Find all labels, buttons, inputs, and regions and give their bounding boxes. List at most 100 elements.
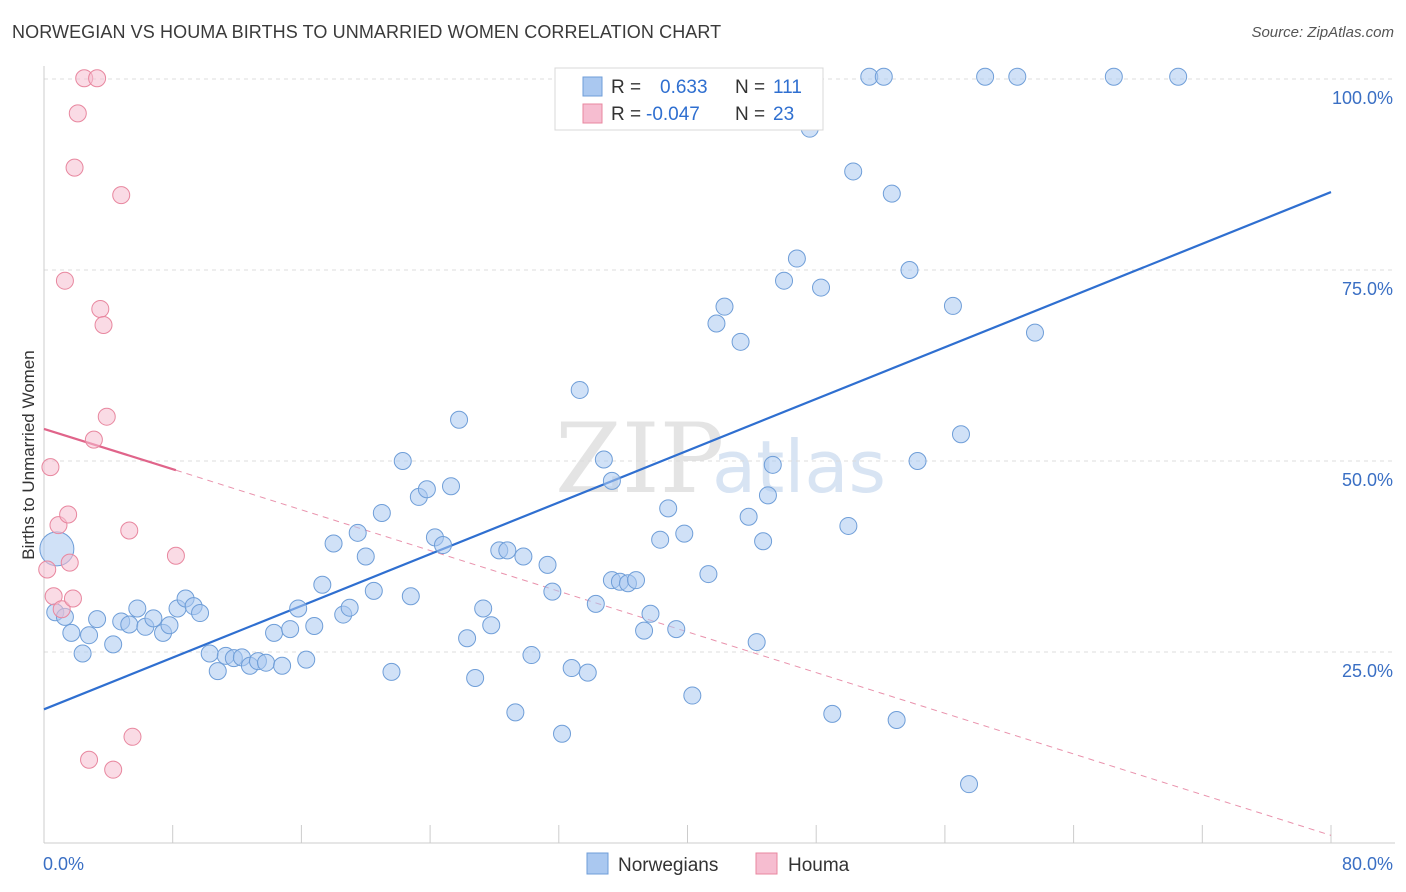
point-norwegians <box>273 656 292 675</box>
watermark-atlas: atlas <box>712 425 886 509</box>
stats-n-value-norwegians: 111 <box>773 77 802 98</box>
series-legend: Norwegians Houma <box>586 852 850 876</box>
point-norwegians <box>356 547 375 566</box>
point-norwegians <box>1104 67 1123 86</box>
point-norwegians <box>514 547 533 566</box>
point-norwegians <box>313 575 332 594</box>
series-houma <box>38 69 185 779</box>
point-norwegians <box>976 67 995 86</box>
legend-swatch-houma <box>755 852 778 875</box>
point-norwegians <box>265 623 284 642</box>
stats-legend-swatch-houma <box>582 103 603 124</box>
trend-line-houma <box>43 427 177 472</box>
point-norwegians <box>104 635 123 654</box>
stats-r-value-houma: -0.047 <box>646 104 700 125</box>
legend-label-norwegians: Norwegians <box>618 855 718 876</box>
point-norwegians <box>900 261 919 279</box>
point-houma <box>91 299 110 318</box>
stats-r-label-norwegians: R = <box>611 77 641 98</box>
point-norwegians <box>627 571 646 590</box>
point-norwegians <box>340 598 359 617</box>
point-norwegians <box>348 523 367 542</box>
point-norwegians <box>562 659 581 678</box>
point-houma <box>112 186 131 205</box>
point-norwegians <box>739 507 758 526</box>
trend-line-norwegians <box>43 191 1332 711</box>
stats-legend-swatch-norwegians <box>582 76 603 97</box>
point-norwegians <box>474 599 493 618</box>
point-norwegians <box>73 644 92 663</box>
point-norwegians <box>715 297 734 316</box>
y-tick-label-25: 25.0% <box>1342 661 1393 681</box>
point-norwegians <box>466 668 485 687</box>
point-norwegians <box>498 541 517 560</box>
point-norwegians <box>812 278 831 297</box>
point-norwegians <box>887 710 906 729</box>
point-norwegians <box>393 452 412 470</box>
point-norwegians <box>683 686 702 705</box>
trend-line-houma-extension <box>175 469 1332 836</box>
point-norwegians <box>747 633 766 652</box>
point-norwegians <box>80 626 99 645</box>
axes <box>43 66 1395 844</box>
point-norwegians <box>1025 323 1044 342</box>
point-norwegians <box>675 524 694 543</box>
point-houma <box>63 589 82 608</box>
point-houma <box>94 316 113 335</box>
point-norwegians <box>787 249 806 268</box>
point-norwegians <box>758 486 777 505</box>
point-norwegians <box>128 599 147 618</box>
stats-n-label-houma: N = <box>735 104 765 125</box>
point-norwegians <box>160 616 179 635</box>
x-tick-label-min: 0.0% <box>43 854 84 874</box>
point-houma <box>80 750 99 769</box>
point-norwegians <box>775 271 794 290</box>
legend-label-houma: Houma <box>788 855 850 876</box>
point-norwegians <box>635 621 654 640</box>
trend-lines <box>43 191 1332 836</box>
point-norwegians <box>305 617 324 636</box>
point-norwegians <box>707 314 726 333</box>
point-norwegians <box>297 650 316 669</box>
point-norwegians <box>257 653 276 672</box>
point-norwegians <box>401 587 420 606</box>
point-houma <box>38 560 57 579</box>
point-houma <box>41 458 60 477</box>
point-norwegians <box>538 555 557 574</box>
series-norwegians <box>39 67 1188 794</box>
point-houma <box>44 587 63 606</box>
point-norwegians <box>839 516 858 535</box>
point-norwegians <box>570 380 589 399</box>
point-norwegians <box>659 499 678 518</box>
point-houma <box>84 430 103 449</box>
point-norwegians <box>289 599 308 618</box>
point-norwegians <box>200 644 219 663</box>
grid-lines <box>44 78 1395 653</box>
point-norwegians <box>874 67 893 86</box>
point-houma <box>120 521 139 540</box>
point-norwegians <box>458 629 477 648</box>
point-norwegians <box>553 724 572 743</box>
y-tick-label-100: 100.0% <box>1332 88 1393 108</box>
point-norwegians <box>1169 67 1188 86</box>
point-norwegians <box>364 581 383 600</box>
legend-swatch-norwegians <box>586 852 609 875</box>
point-norwegians <box>208 662 227 681</box>
point-norwegians <box>120 615 139 634</box>
point-houma <box>52 600 71 619</box>
point-norwegians <box>667 620 686 639</box>
point-norwegians <box>1008 67 1027 86</box>
point-norwegians <box>602 471 621 490</box>
y-tick-label-50: 50.0% <box>1342 470 1393 490</box>
axis-ticks <box>43 825 1332 843</box>
point-norwegians <box>763 455 782 474</box>
point-norwegians <box>594 450 613 469</box>
point-norwegians <box>578 663 597 682</box>
point-norwegians <box>731 332 750 351</box>
point-norwegians <box>372 503 391 522</box>
point-norwegians <box>506 703 525 722</box>
point-norwegians <box>62 623 81 642</box>
stats-legend: R = 0.633 N = 111 R = -0.047 N = 23 <box>554 67 824 131</box>
point-norwegians <box>88 610 107 629</box>
point-norwegians <box>754 532 773 551</box>
